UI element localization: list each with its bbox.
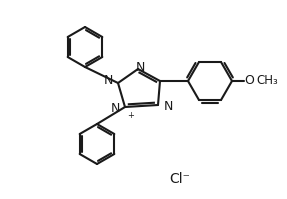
Text: N: N xyxy=(135,61,145,74)
Text: N: N xyxy=(104,74,113,88)
Text: O: O xyxy=(244,74,254,88)
Text: CH₃: CH₃ xyxy=(256,74,278,88)
Text: Cl⁻: Cl⁻ xyxy=(170,172,191,186)
Text: +: + xyxy=(127,110,134,120)
Text: N: N xyxy=(164,100,173,113)
Text: N: N xyxy=(110,102,120,115)
